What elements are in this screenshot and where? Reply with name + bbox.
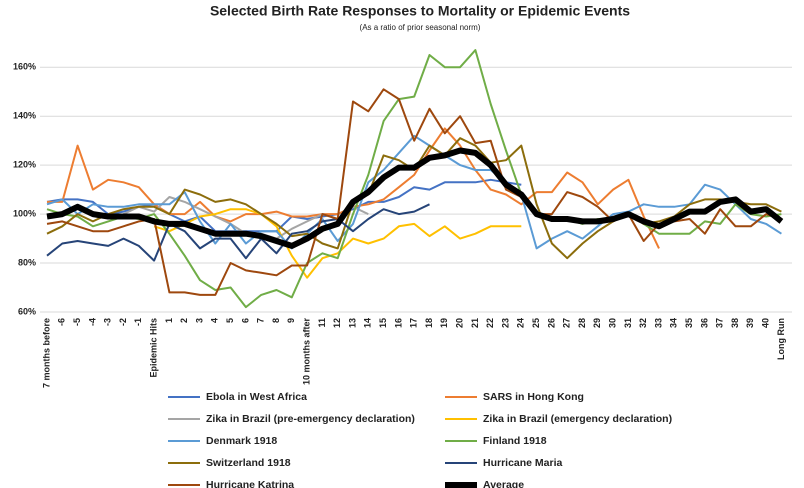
- series-line: [46, 178, 522, 233]
- x-tick-label: 6: [240, 318, 250, 323]
- legend-label: Zika in Brazil (emergency declaration): [483, 413, 672, 425]
- x-tick-label: 39: [745, 318, 755, 328]
- x-tick-label: 17: [409, 318, 419, 328]
- series-line: [46, 203, 430, 262]
- x-tick-label: 26: [546, 318, 556, 328]
- series-line: [46, 137, 782, 260]
- x-tick-label: 3: [194, 318, 204, 323]
- x-tick-label: 13: [347, 318, 357, 328]
- x-tick-label: -1: [133, 318, 143, 326]
- x-tick-label: 36: [699, 318, 709, 328]
- x-tick-label: 30: [607, 318, 617, 328]
- legend-label: Switzerland 1918: [206, 457, 291, 469]
- legend-label: Zika in Brazil (pre-emergency declaratio…: [206, 413, 415, 425]
- x-tick-label: 24: [516, 318, 526, 328]
- x-tick-label: 1: [164, 318, 174, 323]
- y-tick-label: 140%: [13, 111, 36, 121]
- plot: [46, 49, 784, 309]
- legend-label: SARS in Hong Kong: [483, 391, 584, 403]
- x-tick-label: 11: [317, 318, 327, 328]
- series-line: [46, 147, 784, 249]
- series-line: [46, 134, 782, 250]
- x-tick-label: 2: [179, 318, 189, 323]
- x-tick-label: 25: [531, 318, 541, 328]
- x-tick-label: 32: [638, 318, 648, 328]
- x-tick-label: Long Run: [776, 318, 786, 360]
- x-tick-label: 28: [577, 318, 587, 328]
- x-tick-label: 40: [760, 318, 770, 328]
- x-tick-label: -4: [87, 318, 97, 326]
- series-line: [46, 88, 782, 296]
- x-tick-label: -3: [103, 318, 113, 326]
- legend-label: Average: [483, 479, 524, 488]
- x-tick-label: -2: [118, 318, 128, 326]
- x-tick-label: -6: [57, 318, 67, 326]
- legend-label: Denmark 1918: [206, 435, 277, 447]
- series-line: [153, 208, 522, 279]
- x-tick-label: 8: [271, 318, 281, 323]
- x-tick-label: 34: [669, 318, 679, 328]
- y-tick-label: 160%: [13, 62, 36, 72]
- x-tick-label: 29: [592, 318, 602, 328]
- x-tick-label: 33: [653, 318, 663, 328]
- y-tick-label: 120%: [13, 160, 36, 170]
- x-tick-label: 22: [485, 318, 495, 328]
- x-tick-label: 19: [439, 318, 449, 328]
- x-tick-label: 20: [454, 318, 464, 328]
- x-tick-label: 18: [424, 318, 434, 328]
- x-tick-label: 9: [286, 318, 296, 323]
- y-tick-label: 60%: [18, 306, 36, 316]
- y-tick-label: 100%: [13, 208, 36, 218]
- x-tick-label: 14: [363, 318, 373, 328]
- legend-label: Hurricane Katrina: [206, 479, 294, 488]
- series-line: [46, 49, 782, 309]
- x-tick-label: 37: [715, 318, 725, 328]
- x-tick-label: 16: [393, 318, 403, 328]
- legend: Ebola in West Africa SARS in Hong Kong Zik…: [168, 391, 672, 488]
- y-tick-label: 80%: [18, 257, 36, 267]
- x-tick-label: 21: [470, 318, 480, 328]
- chart-title: Selected Birth Rate Responses to Mortali…: [210, 3, 630, 19]
- x-tick-label: 31: [623, 318, 633, 328]
- x-tick-label: 35: [684, 318, 694, 328]
- x-tick-label: 5: [225, 318, 235, 323]
- chart-subtitle: (As a ratio of prior seasonal norm): [360, 23, 481, 32]
- x-tick-label: 15: [378, 318, 388, 328]
- x-tick-label: 12: [332, 318, 342, 328]
- x-tick-label: 27: [562, 318, 572, 328]
- x-tick-label: Epidemic Hits: [148, 318, 158, 378]
- x-tick-label: 7 months before: [41, 318, 51, 388]
- x-tick-label: 38: [730, 318, 740, 328]
- x-tick-label: 23: [500, 318, 510, 328]
- x-tick-label: 7: [256, 318, 266, 323]
- legend-label: Hurricane Maria: [483, 457, 563, 469]
- legend-label: Finland 1918: [483, 435, 547, 447]
- x-tick-label: -5: [72, 318, 82, 326]
- legend-label: Ebola in West Africa: [206, 391, 307, 403]
- x-tick-label: 4: [210, 318, 220, 323]
- x-tick-label: 10 months after: [301, 318, 311, 386]
